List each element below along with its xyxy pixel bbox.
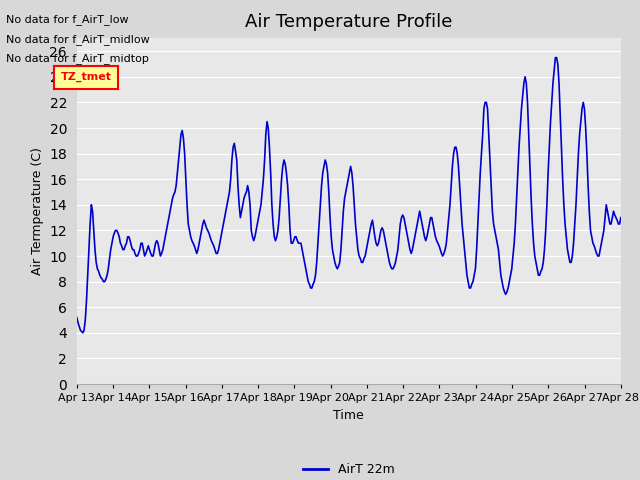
Legend: AirT 22m: AirT 22m <box>298 458 399 480</box>
X-axis label: Time: Time <box>333 408 364 421</box>
Text: No data for f_AirT_midlow: No data for f_AirT_midlow <box>6 34 150 45</box>
Text: TZ_tmet: TZ_tmet <box>61 72 112 83</box>
Title: Air Temperature Profile: Air Temperature Profile <box>245 13 452 31</box>
Text: No data for f_AirT_midtop: No data for f_AirT_midtop <box>6 53 149 64</box>
Text: No data for f_AirT_low: No data for f_AirT_low <box>6 14 129 25</box>
Y-axis label: Air Termperature (C): Air Termperature (C) <box>31 147 44 275</box>
